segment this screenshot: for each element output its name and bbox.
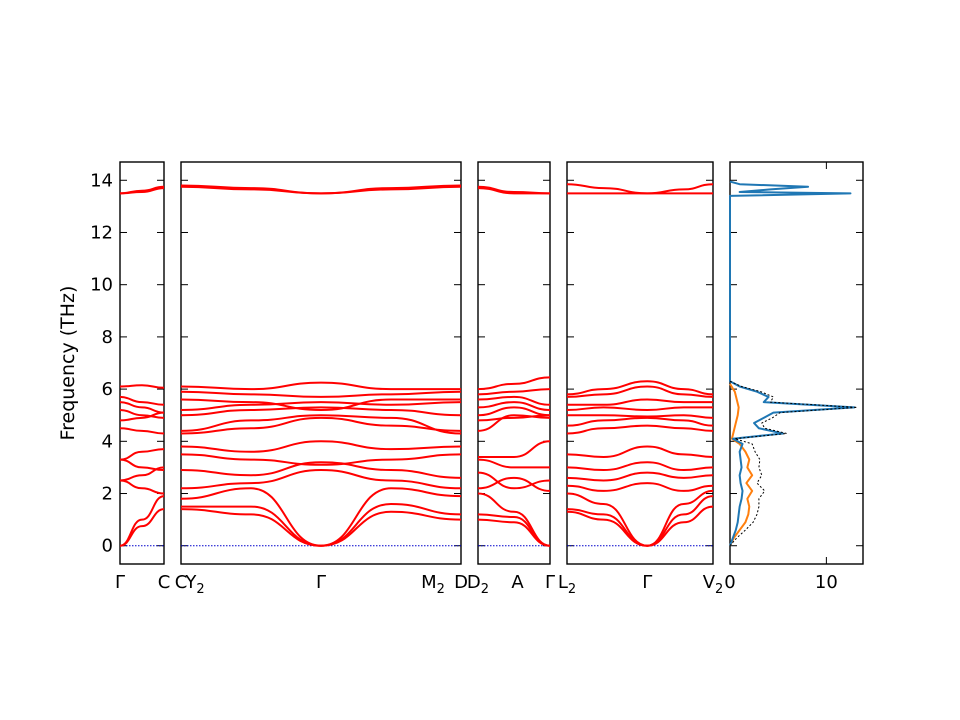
phonon-band bbox=[119, 411, 165, 422]
phonon-band bbox=[477, 406, 551, 417]
high-symmetry-label: Y2 bbox=[184, 572, 204, 597]
band-panel-2-frame bbox=[180, 161, 462, 565]
y-tick-label: 10 bbox=[90, 275, 113, 296]
phonon-band bbox=[119, 479, 165, 495]
phonon-band bbox=[180, 461, 462, 479]
high-symmetry-label: V2 bbox=[703, 572, 724, 597]
phonon-band bbox=[119, 458, 165, 472]
phonon-band bbox=[119, 395, 165, 406]
band-panel-2: CY2 Γ M2 D bbox=[175, 161, 468, 597]
phonon-band bbox=[477, 395, 551, 406]
phonon-band bbox=[119, 187, 165, 195]
high-symmetry-label: Γ bbox=[642, 572, 652, 593]
phonon-band bbox=[477, 187, 550, 195]
phonon-band bbox=[566, 424, 714, 435]
y-tick-label: 2 bbox=[102, 484, 113, 505]
phonon-band bbox=[180, 390, 462, 398]
phonon-band bbox=[566, 445, 714, 458]
phonon-band bbox=[119, 448, 165, 461]
y-tick-label: 0 bbox=[102, 536, 113, 557]
high-symmetry-label: D bbox=[454, 572, 468, 593]
phonon-band bbox=[477, 440, 551, 458]
high-symmetry-label: L2 bbox=[558, 572, 576, 597]
phonon-band bbox=[119, 427, 165, 435]
high-symmetry-label: A bbox=[511, 572, 524, 593]
x-tick-label: 0 bbox=[724, 572, 735, 593]
y-tick-label: 14 bbox=[90, 170, 113, 191]
phonon-band bbox=[566, 414, 714, 419]
phonon-band bbox=[180, 508, 462, 547]
y-tick-label: 4 bbox=[102, 431, 113, 452]
dos-panel: 0 10 bbox=[724, 161, 864, 593]
dos-curve-total bbox=[729, 180, 856, 547]
phonon-band bbox=[180, 453, 462, 466]
phonon-band bbox=[119, 408, 165, 419]
phonon-band bbox=[180, 416, 462, 435]
phonon-band bbox=[180, 487, 462, 547]
band-panel-1-frame bbox=[119, 161, 165, 565]
phonon-band bbox=[566, 482, 714, 492]
phonon-band bbox=[477, 401, 551, 411]
phonon-band bbox=[477, 471, 551, 490]
phonon-band bbox=[566, 406, 714, 411]
high-symmetry-label: Γ bbox=[115, 572, 125, 593]
high-symmetry-label: M2 bbox=[421, 572, 445, 597]
phonon-band bbox=[477, 492, 551, 547]
phonon-band bbox=[477, 476, 551, 492]
phonon-band bbox=[566, 489, 714, 547]
high-symmetry-label: D2 bbox=[467, 572, 489, 597]
phonon-band bbox=[180, 469, 462, 490]
band-panel-3-frame bbox=[477, 161, 551, 565]
phonon-band bbox=[180, 406, 462, 417]
phonon-band bbox=[180, 440, 462, 453]
phonon-band bbox=[477, 458, 550, 469]
dos-panel-frame bbox=[729, 161, 864, 565]
phonon-band bbox=[180, 185, 462, 195]
high-symmetry-label: Γ bbox=[316, 572, 326, 593]
phonon-band bbox=[180, 414, 462, 435]
phonon-band bbox=[477, 376, 551, 391]
high-symmetry-label: C bbox=[158, 572, 171, 593]
phonon-band bbox=[180, 401, 462, 411]
band-panel-4: L2 Γ V2 bbox=[558, 161, 724, 597]
dos-curve-sum bbox=[729, 380, 858, 547]
x-tick-label: 10 bbox=[815, 572, 838, 593]
y-tick-label: 8 bbox=[102, 327, 113, 348]
phonon-band bbox=[119, 384, 165, 389]
phonon-band bbox=[119, 401, 165, 414]
dos-curve-partial bbox=[729, 383, 754, 547]
band-panel-1: 0 2 4 6 8 10 12 14 Γ C bbox=[90, 161, 171, 593]
phonon-band bbox=[180, 381, 461, 391]
phonon-band bbox=[566, 183, 714, 195]
phonon-band bbox=[566, 416, 714, 427]
phonon-band bbox=[566, 461, 714, 472]
y-axis-label: Frequency (THz) bbox=[57, 286, 79, 441]
band-panel-4-frame bbox=[566, 161, 714, 565]
phonon-band bbox=[119, 495, 165, 547]
phonon-band bbox=[566, 385, 714, 398]
phonon-band bbox=[180, 398, 461, 411]
phonon-band bbox=[567, 398, 713, 406]
high-symmetry-label: Γ bbox=[545, 572, 555, 593]
phonon-band bbox=[566, 471, 714, 482]
phonon-band bbox=[477, 414, 551, 432]
band-panel-3: D2 A Γ bbox=[467, 161, 555, 597]
high-symmetry-label: C bbox=[175, 572, 188, 593]
phonon-band bbox=[477, 388, 551, 396]
phonon-band bbox=[566, 380, 714, 396]
phonon-band bbox=[477, 414, 551, 422]
y-tick-label: 6 bbox=[102, 379, 113, 400]
y-tick-label: 12 bbox=[90, 222, 113, 243]
phonon-band bbox=[180, 502, 462, 547]
